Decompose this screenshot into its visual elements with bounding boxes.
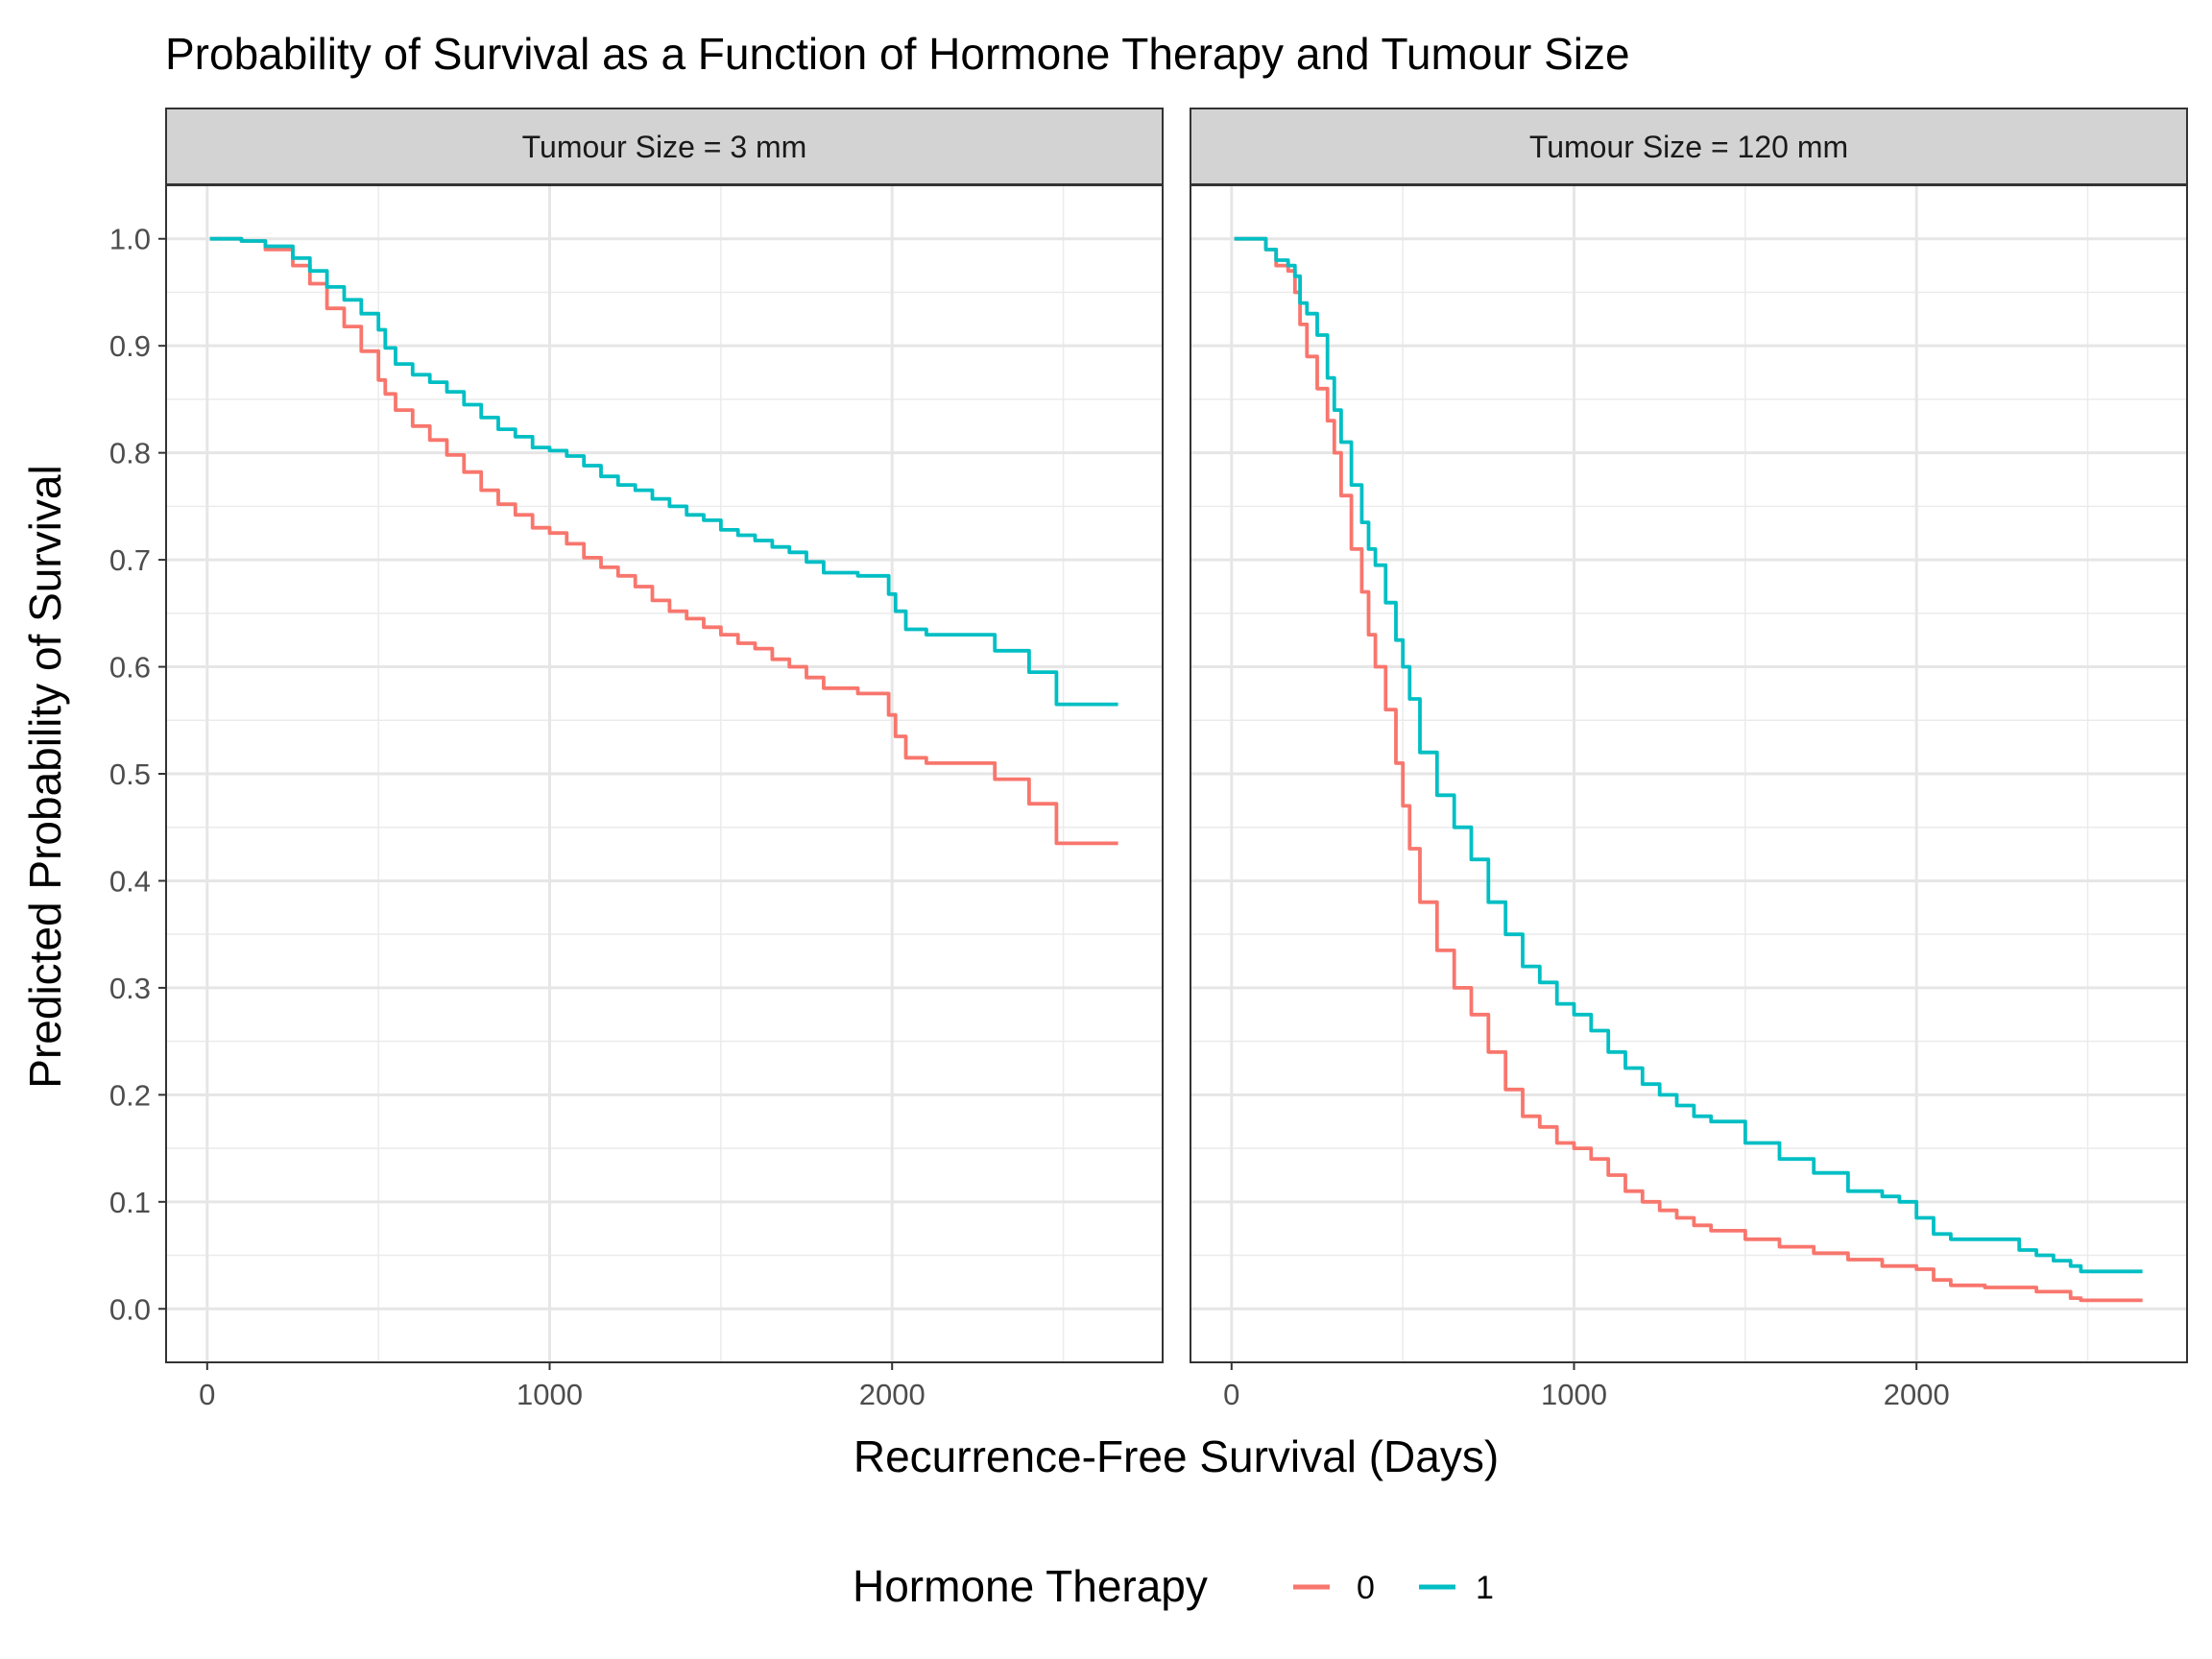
legend-label-0: 0	[1357, 1570, 1375, 1606]
panel-tumour-120mm: Tumour Size = 120 mm	[1190, 108, 2188, 1363]
legend: Hormone Therapy 0 1	[853, 1561, 1494, 1611]
y-tick-label: 0.5	[109, 757, 151, 791]
series-line-0	[209, 236, 1118, 846]
x-tick-label: 0	[199, 1378, 215, 1411]
y-tick-label: 0.2	[109, 1078, 151, 1112]
plot-area-3mm	[165, 184, 1164, 1363]
panel-tumour-3mm: Tumour Size = 3 mm	[165, 108, 1164, 1363]
x-axis-title: Recurrence-Free Survival (Days)	[854, 1431, 1499, 1481]
strip-label-3mm: Tumour Size = 3 mm	[522, 130, 807, 164]
y-axis: 0.0 0.1 0.2 0.3 0.4 0.5 0.6 0.7 0.8 0.9 1.0	[109, 223, 166, 1326]
strip-background	[1190, 108, 2188, 185]
y-tick-label: 0.0	[109, 1292, 151, 1326]
plot-area-120mm	[1190, 184, 2188, 1363]
strip-label-120mm: Tumour Size = 120 mm	[1529, 130, 1848, 164]
strip-background	[165, 108, 1164, 185]
x-tick-label: 0	[1223, 1378, 1239, 1411]
panel-border	[1190, 184, 2188, 1363]
series-line-1	[1234, 236, 2143, 1274]
chart-title: Probability of Survival as a Function of…	[165, 29, 1630, 79]
series-line-0	[1234, 236, 2143, 1303]
legend-title: Hormone Therapy	[853, 1561, 1208, 1611]
y-tick-label: 1.0	[109, 223, 151, 256]
y-tick-label: 0.7	[109, 543, 151, 577]
y-tick-label: 0.3	[109, 972, 151, 1005]
legend-label-1: 1	[1476, 1570, 1494, 1606]
y-tick-label: 0.6	[109, 651, 151, 685]
x-tick-label: 2000	[859, 1378, 926, 1411]
y-tick-label: 0.4	[109, 864, 151, 898]
y-tick-label: 0.8	[109, 437, 151, 470]
x-axis-right: 0 1000 2000	[1223, 1362, 1950, 1411]
y-tick-label: 0.9	[109, 329, 151, 363]
y-axis-title: Predicted Probability of Survival	[20, 465, 70, 1088]
y-tick-label: 0.1	[109, 1186, 151, 1219]
x-tick-label: 1000	[517, 1378, 583, 1411]
x-axis-left: 0 1000 2000	[199, 1362, 926, 1411]
x-tick-label: 1000	[1541, 1378, 1607, 1411]
series-line-1	[209, 236, 1118, 707]
x-tick-label: 2000	[1884, 1378, 1950, 1411]
